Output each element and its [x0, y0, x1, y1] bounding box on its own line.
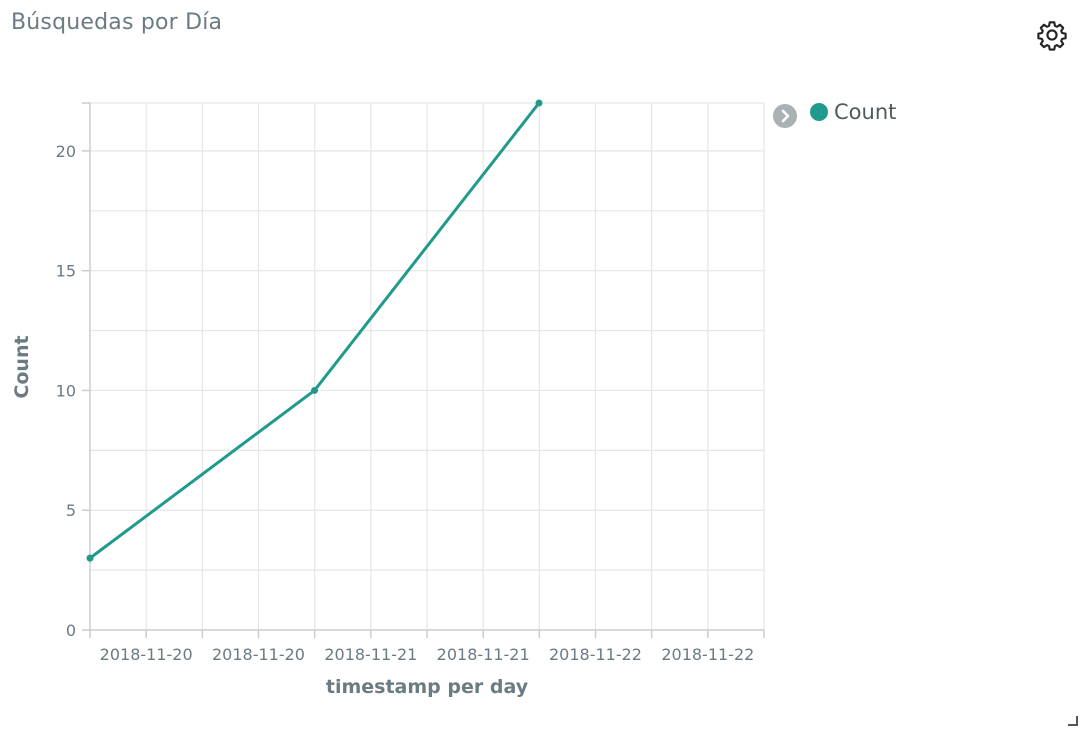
legend-label: Count	[834, 100, 897, 124]
y-tick-label: 10	[56, 381, 76, 400]
gear-icon[interactable]	[1036, 19, 1068, 51]
legend-toggle-button[interactable]	[773, 104, 797, 128]
chevron-right-icon	[781, 109, 790, 123]
chart-grid	[90, 102, 765, 630]
resize-handle-icon[interactable]	[1068, 716, 1078, 726]
x-axis-title: timestamp per day	[326, 676, 529, 698]
legend-item-count[interactable]: Count	[810, 99, 896, 125]
x-tick-label: 2018-11-22	[661, 645, 754, 664]
x-tick-label: 2018-11-21	[437, 645, 530, 664]
panel-title: Búsquedas por Día	[11, 10, 223, 35]
x-tick-label: 2018-11-20	[100, 645, 193, 664]
x-tick-label: 2018-11-22	[549, 645, 642, 664]
data-point-count	[86, 554, 94, 562]
data-point-count	[535, 99, 543, 107]
x-tick-label: 2018-11-21	[324, 645, 417, 664]
y-tick-label: 15	[56, 262, 76, 281]
chart-axes: 0 5 10 15 20 2018-11-20 2018-11-20 2018-11-21 20…	[56, 102, 765, 664]
legend-swatch	[810, 103, 828, 121]
data-point-count	[311, 386, 318, 394]
y-tick-label: 5	[66, 501, 76, 520]
y-axis-title: Count	[11, 335, 33, 398]
y-tick-label: 0	[66, 621, 76, 640]
x-tick-label: 2018-11-20	[212, 645, 305, 664]
y-tick-label: 20	[56, 142, 76, 161]
chart-series	[86, 99, 543, 562]
